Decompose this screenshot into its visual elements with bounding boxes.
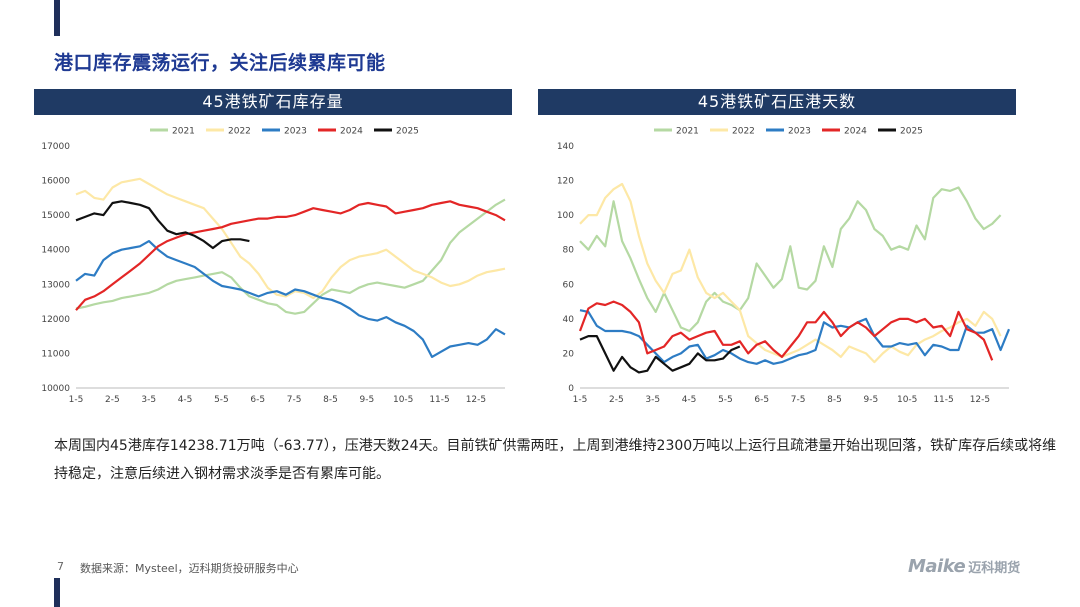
y-tick-label: 14000 [41,246,70,256]
x-tick-label: 4-5 [178,395,193,405]
slide-title: 港口库存震荡运行，关注后续累库可能 [54,52,386,74]
x-tick-label: 4-5 [682,395,697,405]
x-tick-label: 5-5 [214,395,229,405]
y-tick-label: 40 [563,315,575,325]
x-tick-label: 8-5 [323,395,338,405]
y-tick-label: 17000 [41,142,70,152]
x-tick-label: 3-5 [645,395,660,405]
series-line-2025 [75,200,250,250]
series-line-2022 [579,182,1002,364]
y-tick-label: 80 [563,246,575,256]
series-line-2024 [75,200,506,311]
chart-legend: 2021 2022 2023 2024 2025 [150,127,419,137]
x-tick-label: 11-5 [933,395,953,405]
accent-bar-top [54,0,60,36]
legend-label-2023: 2023 [788,127,811,137]
logo-cn: 迈科期货 [968,561,1021,576]
page-number: 7 [57,560,64,573]
legend-label-2023: 2023 [284,127,307,137]
x-tick-label: 1-5 [69,395,84,405]
chart-title-inventory: 45港铁矿石库存量 [34,89,512,115]
series-line-2021 [579,186,1002,333]
x-tick-label: 9-5 [863,395,878,405]
x-tick-label: 7-5 [791,395,806,405]
legend-label-2022: 2022 [228,127,251,137]
x-tick-label: 12-5 [970,395,990,405]
x-tick-label: 7-5 [287,395,302,405]
y-tick-label: 0 [568,384,574,394]
y-tick-label: 16000 [41,177,70,187]
days-chart: 2021 2022 2023 2024 2025 0 20 40 60 80 100 120 140 1-… [557,127,1011,405]
y-tick-label: 120 [557,177,574,187]
x-tick-label: 11-5 [429,395,449,405]
data-source: 数据来源：Mysteel，迈科期货投研服务中心 [80,562,299,575]
x-tick-label: 6-5 [754,395,769,405]
accent-bar-bottom [54,578,60,607]
x-tick-label: 8-5 [827,395,842,405]
x-tick-label: 10-5 [897,395,917,405]
logo-en: Maike [908,556,966,577]
series-line-2022 [75,177,506,300]
series-line-2025 [579,335,741,374]
legend-label-2021: 2021 [676,127,699,137]
series-line-2021 [75,198,506,315]
x-tick-label: 2-5 [105,395,120,405]
x-tick-label: 5-5 [718,395,733,405]
legend-label-2025: 2025 [900,127,923,137]
legend-label-2024: 2024 [340,127,363,137]
x-tick-label: 2-5 [609,395,624,405]
x-tick-label: 6-5 [250,395,265,405]
x-tick-label: 10-5 [393,395,413,405]
summary-paragraph: 本周国内45港库存14238.71万吨（-63.77），压港天数24天。目前铁矿… [54,438,1057,482]
x-tick-label: 3-5 [141,395,156,405]
y-tick-label: 140 [557,142,574,152]
y-tick-label: 20 [563,349,575,359]
x-tick-label: 12-5 [466,395,486,405]
legend-label-2021: 2021 [172,127,195,137]
inventory-chart: 2021 2022 2023 2024 2025 10000 11000 12000 13000… [41,127,506,405]
y-tick-label: 12000 [41,315,70,325]
y-tick-label: 11000 [41,349,70,359]
y-tick-label: 13000 [41,280,70,290]
series-line-2023 [75,239,506,358]
y-tick-label: 15000 [41,211,70,221]
y-tick-label: 10000 [41,384,70,394]
x-tick-label: 1-5 [573,395,588,405]
chart-legend: 2021 2022 2023 2024 2025 [654,127,923,137]
series-line-2023 [579,309,1011,365]
maike-logo: Maike 迈科期货 [908,556,1020,577]
legend-label-2022: 2022 [732,127,755,137]
legend-label-2025: 2025 [396,127,419,137]
legend-label-2024: 2024 [844,127,867,137]
series-line-2024 [578,300,994,361]
y-tick-label: 100 [557,211,574,221]
y-tick-label: 60 [563,280,575,290]
chart-title-days: 45港铁矿石压港天数 [538,89,1016,115]
x-tick-label: 9-5 [359,395,374,405]
